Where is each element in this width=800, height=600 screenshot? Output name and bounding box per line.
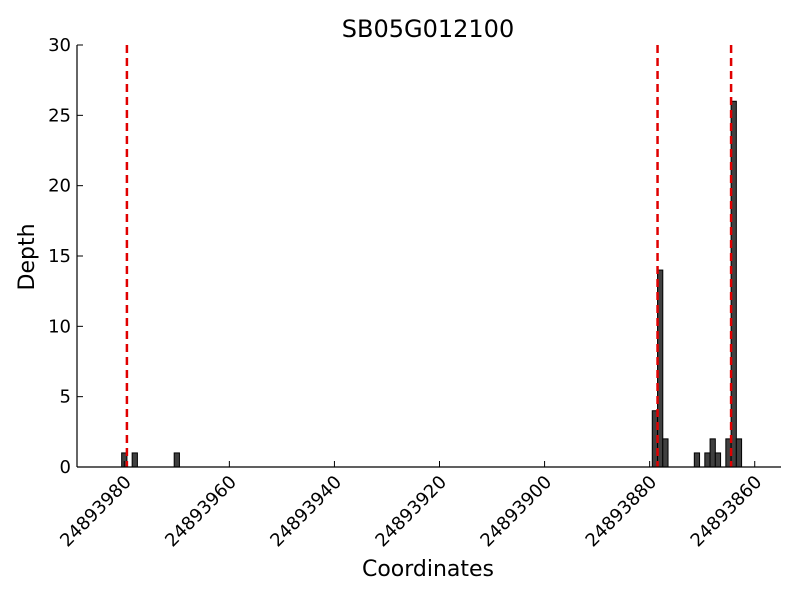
y-ticks: 0 5 10 15 20 25 30 xyxy=(48,35,83,478)
bar xyxy=(173,452,180,468)
y-tick-label: 25 xyxy=(48,105,71,126)
marker-lines xyxy=(125,45,733,467)
y-tick-label: 30 xyxy=(48,35,71,56)
bar xyxy=(735,438,743,468)
bar xyxy=(704,452,711,468)
x-tick-label: 24893900 xyxy=(476,472,556,552)
x-tick-label: 24893860 xyxy=(687,472,767,552)
y-tick-label: 20 xyxy=(48,176,71,197)
x-tick-label: 24893940 xyxy=(266,472,346,552)
x-ticks: 24893980 24893960 24893940 24893920 24893900… xyxy=(56,461,766,551)
chart-title: SB05G012100 xyxy=(342,15,514,43)
bar xyxy=(662,438,669,468)
y-tick-label: 5 xyxy=(60,387,71,408)
y-tick-label: 15 xyxy=(48,246,71,267)
x-tick-label: 24893980 xyxy=(56,472,136,552)
y-axis-label: Depth xyxy=(15,223,40,290)
y-tick-label: 10 xyxy=(48,316,71,337)
bar xyxy=(709,438,716,468)
x-tick-label: 24893880 xyxy=(582,472,662,552)
axes xyxy=(76,45,781,468)
x-tick-label: 24893920 xyxy=(371,472,451,552)
bar xyxy=(693,452,701,468)
bar xyxy=(131,452,138,468)
y-tick-label: 0 xyxy=(60,457,71,478)
x-axis-label: Coordinates xyxy=(362,557,494,582)
bars-layer xyxy=(121,100,743,468)
bar xyxy=(714,452,722,468)
x-tick-label: 24893960 xyxy=(161,472,241,552)
